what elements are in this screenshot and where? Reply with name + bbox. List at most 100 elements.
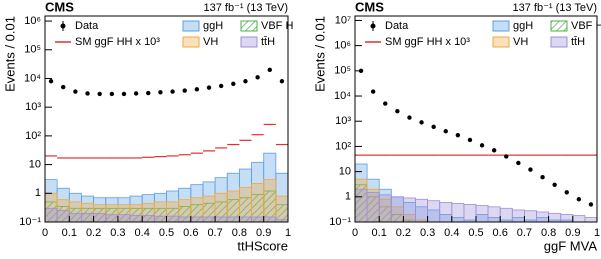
histogram-bar bbox=[190, 216, 204, 222]
histogram-bar bbox=[263, 179, 277, 222]
histogram-bar bbox=[93, 212, 107, 222]
chart-title: CMS bbox=[45, 0, 74, 14]
x-tick-label: 0 bbox=[42, 227, 48, 239]
histogram-bar bbox=[263, 216, 277, 222]
data-point bbox=[73, 89, 78, 94]
legend-label: SM ggF HH x 10³ bbox=[385, 36, 470, 48]
y-tick-label: 1 bbox=[35, 187, 41, 199]
data-point bbox=[121, 91, 127, 97]
y-tick-label: 10⁻¹ bbox=[19, 216, 41, 228]
histogram-bar bbox=[378, 194, 392, 222]
x-tick-label: 0.8 bbox=[541, 227, 556, 239]
data-point bbox=[85, 91, 90, 96]
histogram-bar bbox=[117, 214, 131, 222]
histogram-bar bbox=[275, 195, 288, 222]
x-tick-label: 0.3 bbox=[420, 227, 435, 239]
data-point bbox=[516, 160, 521, 166]
legend-marker bbox=[182, 36, 200, 48]
x-tick-label: 0.9 bbox=[565, 227, 580, 239]
x-tick-label: 0.6 bbox=[493, 227, 508, 239]
histogram-bar bbox=[427, 200, 441, 222]
data-point bbox=[491, 148, 497, 153]
histogram-bar bbox=[524, 210, 537, 222]
histogram-bar bbox=[560, 214, 574, 222]
histogram-bar bbox=[202, 216, 216, 222]
data-point bbox=[407, 115, 412, 120]
data-point bbox=[182, 88, 187, 93]
x-tick-label: 0.4 bbox=[135, 227, 150, 239]
x-tick-label: 0.4 bbox=[444, 227, 459, 239]
legend-marker bbox=[550, 36, 568, 48]
histogram-bar bbox=[251, 183, 265, 222]
x-axis-label: ggF MVA bbox=[544, 238, 598, 253]
data-point bbox=[218, 83, 224, 89]
x-tick-label: 1 bbox=[594, 227, 600, 239]
histogram-bar bbox=[45, 207, 58, 222]
histogram-bar bbox=[68, 212, 82, 222]
x-tick-label: 0.5 bbox=[159, 227, 174, 239]
histogram-bar bbox=[548, 212, 562, 222]
legend-marker bbox=[240, 20, 258, 32]
x-tick-label: 0.2 bbox=[86, 227, 101, 239]
legend-marker bbox=[550, 20, 568, 32]
histogram-bar bbox=[226, 216, 240, 222]
y-tick-label: 10 bbox=[29, 158, 41, 170]
histogram-bar bbox=[81, 212, 94, 222]
legend-marker bbox=[240, 36, 258, 48]
data-point bbox=[479, 143, 485, 148]
legend-marker bbox=[60, 23, 66, 29]
y-tick-label: 10⁶ bbox=[24, 15, 41, 27]
data-point bbox=[467, 137, 473, 143]
histogram-bar bbox=[366, 191, 380, 222]
histogram-bar bbox=[451, 202, 465, 222]
data-point bbox=[255, 75, 260, 80]
histogram-bar bbox=[166, 215, 180, 222]
legend-label: Data bbox=[75, 20, 99, 32]
histogram-bar bbox=[402, 197, 416, 222]
legend-label: VBF H bbox=[261, 20, 293, 32]
data-point bbox=[97, 91, 102, 97]
x-tick-label: 0 bbox=[352, 227, 358, 239]
histogram-bar bbox=[105, 214, 119, 222]
y-tick-label: 10⁴ bbox=[24, 72, 41, 84]
x-tick-label: 0.7 bbox=[517, 227, 532, 239]
y-tick-label: 10⁴ bbox=[334, 90, 351, 102]
histogram-bar bbox=[475, 205, 489, 222]
histogram-bar bbox=[487, 206, 501, 222]
legend-label: SM ggF HH x 10³ bbox=[75, 36, 160, 48]
histogram-bar bbox=[415, 198, 429, 222]
data-point bbox=[383, 101, 388, 106]
x-tick-label: 0.5 bbox=[468, 227, 483, 239]
y-tick-label: 10⁶ bbox=[334, 40, 351, 52]
x-tick-label: 0.8 bbox=[232, 227, 247, 239]
data-point bbox=[146, 90, 151, 96]
data-point bbox=[194, 87, 200, 92]
y-tick-label: 10⁵ bbox=[334, 65, 351, 77]
histogram-bar bbox=[153, 215, 167, 222]
legend-label: VH bbox=[203, 36, 218, 48]
histogram-bar bbox=[390, 196, 404, 222]
histogram-bar bbox=[141, 214, 155, 222]
x-axis-label: ttHScore bbox=[237, 238, 288, 253]
y-tick-label: 10² bbox=[335, 140, 351, 152]
data-point bbox=[48, 79, 54, 84]
legend-label: ggH bbox=[203, 20, 223, 32]
legend-label: tt̄H bbox=[571, 36, 585, 48]
histogram-bar bbox=[129, 214, 143, 222]
data-point bbox=[504, 154, 509, 159]
chart-subtitle: 137 fb⁻¹ (13 TeV) bbox=[513, 2, 597, 14]
legend-label: Data bbox=[385, 20, 409, 32]
y-tick-label: 10³ bbox=[335, 115, 351, 127]
data-point bbox=[158, 90, 163, 95]
y-axis-label: Events / 0.01 bbox=[312, 16, 327, 92]
histogram-bar bbox=[536, 211, 550, 222]
x-tick-label: 0.3 bbox=[110, 227, 125, 239]
histogram-bar bbox=[251, 216, 265, 222]
x-tick-label: 0.9 bbox=[256, 227, 271, 239]
data-point bbox=[279, 79, 285, 84]
data-point bbox=[206, 85, 212, 90]
legend-label: ggH bbox=[513, 20, 533, 32]
chart-title: CMS bbox=[355, 0, 384, 14]
data-point bbox=[528, 167, 533, 172]
y-tick-label: 10⁷ bbox=[335, 14, 351, 26]
